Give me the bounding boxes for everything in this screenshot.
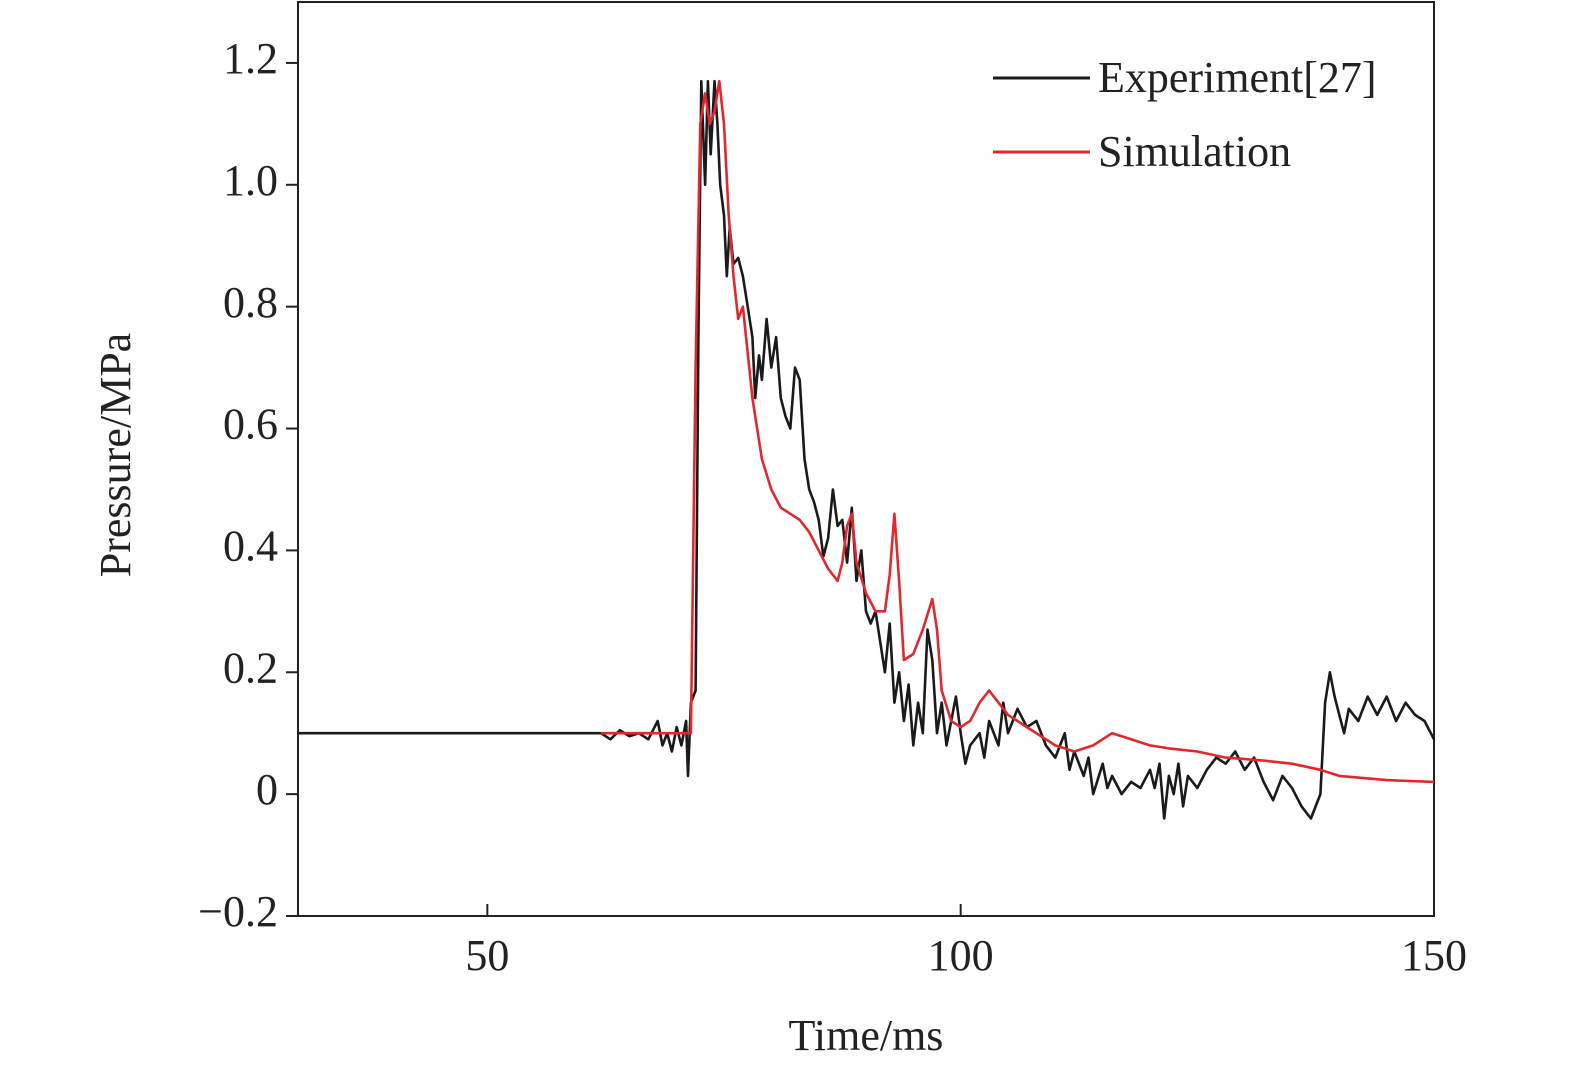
x-tick-label: 50 (465, 931, 509, 980)
series-line (600, 79, 1435, 784)
x-axis-label: Time/ms (789, 1011, 944, 1060)
legend-label: Experiment[27] (1098, 53, 1377, 102)
series-line (298, 79, 1436, 820)
y-axis-label: Pressure/MPa (91, 333, 140, 577)
y-tick-label: 0.2 (223, 643, 278, 692)
x-tick-label: 100 (928, 931, 994, 980)
y-tick-label: 0 (256, 765, 278, 814)
y-tick-label: −0.2 (198, 887, 278, 936)
y-tick-label: 0.8 (223, 278, 278, 327)
y-tick-label: 0.6 (223, 400, 278, 449)
y-tick-label: 0.4 (223, 521, 278, 570)
y-tick-label: 1.2 (223, 34, 278, 83)
legend-label: Simulation (1098, 127, 1291, 176)
y-tick-label: 1.0 (223, 156, 278, 205)
x-tick-label: 150 (1401, 931, 1467, 980)
plot-frame (297, 1, 1435, 917)
